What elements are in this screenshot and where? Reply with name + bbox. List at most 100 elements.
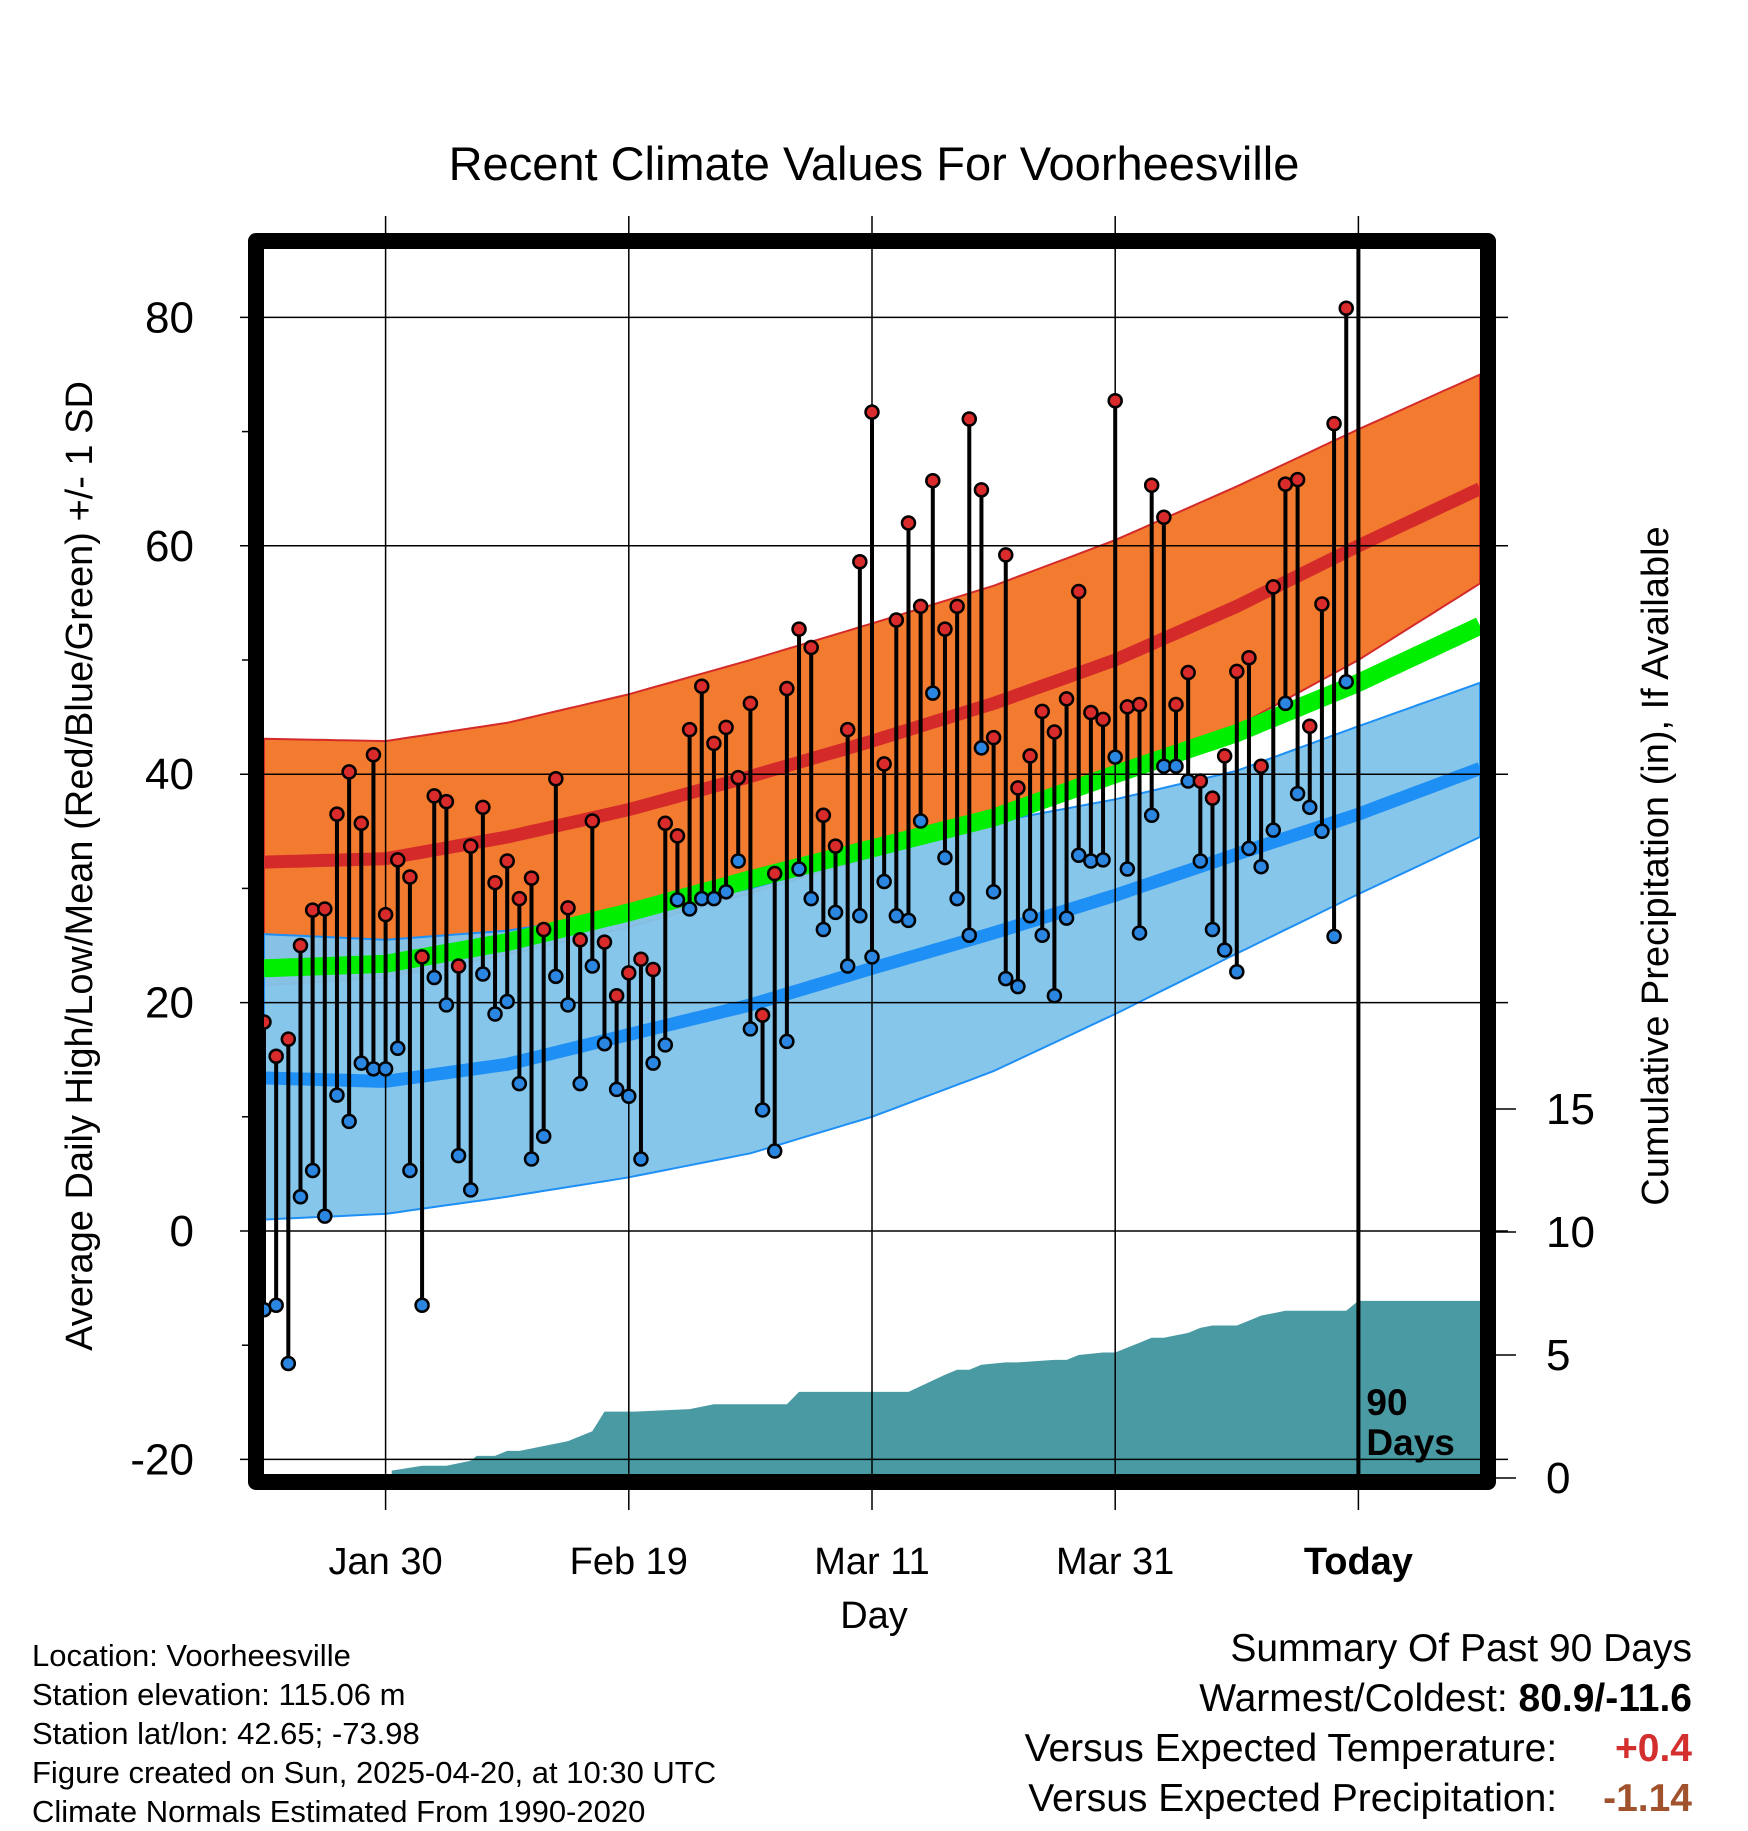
temp-departure-value: +0.4 [1615,1727,1692,1770]
daily-high-marker [548,771,564,787]
daily-low-marker [912,813,929,829]
daily-low-marker [548,968,564,985]
daily-high-marker [706,735,722,752]
daily-low-marker [414,1297,430,1313]
daily-low-marker [1314,823,1330,840]
daily-low-marker [937,849,953,866]
daily-high-marker [1216,748,1233,764]
daily-high-marker [584,813,601,829]
y2-tick-label: 15 [1546,1085,1595,1134]
daily-low-marker [1192,853,1209,869]
daily-high-marker [1156,509,1172,525]
daily-low-marker [341,1113,357,1130]
daily-high-marker [791,621,807,637]
daily-high-marker [1338,300,1354,317]
y2-axis-label: Cumulative Precipitation (in), If Availa… [1635,526,1677,1205]
daily-high-marker [1192,773,1209,789]
daily-high-marker [657,815,674,832]
daily-high-marker [390,852,406,868]
daily-low-marker [985,884,1002,900]
daily-high-marker [353,815,370,832]
daily-high-marker [608,987,625,1004]
daily-low-marker [523,1151,540,1167]
daily-high-marker [888,612,905,628]
daily-low-marker [621,1088,637,1104]
daily-low-marker [1253,858,1269,875]
daily-high-marker [1131,696,1148,713]
daily-high-marker [268,1048,284,1065]
daily-high-marker [779,680,795,697]
daily-low-marker [1034,927,1050,943]
warmest-coldest-value: 80.9/-11.6 [1518,1677,1692,1720]
daily-low-marker [669,892,686,908]
daily-high-marker [317,901,333,917]
daily-low-marker [876,873,892,890]
temp-departure-row: Versus Expected Temperature: +0.4 [1025,1724,1692,1774]
daily-low-marker [1168,758,1184,774]
daily-high-marker [1204,790,1221,806]
daily-low-marker [1289,785,1306,802]
daily-high-marker [560,900,576,916]
precipitation-area [264,1300,1480,1478]
daily-high-marker [815,807,832,824]
daily-high-marker [1314,596,1330,612]
y-tick-label: 40 [145,750,194,799]
daily-high-marker [864,404,880,420]
daily-high-marker [839,721,856,738]
y2-tick-label: 10 [1546,1208,1595,1257]
temp-departure-label: Versus Expected Temperature: [1024,1727,1558,1770]
daily-low-marker [390,1040,406,1057]
daily-low-marker [462,1182,479,1198]
elevation-text: Station elevation: 115.06 m [32,1677,406,1712]
daily-high-marker [645,961,661,978]
daily-low-marker [1010,978,1026,995]
daily-low-marker [1241,840,1257,857]
daily-high-marker [633,951,649,967]
chart-title: Recent Climate Values For Voorheesville [449,137,1300,190]
daily-high-marker [694,678,710,695]
daily-low-marker [852,908,868,924]
daily-high-marker [450,958,467,974]
daily-low-marker [475,966,491,982]
daily-low-marker [584,958,601,974]
daily-high-marker [937,621,953,637]
normals-text: Climate Normals Estimated From 1990-2020 [32,1794,646,1829]
x-tick-label: Jan 30 [329,1541,443,1583]
daily-low-marker [706,890,722,907]
daily-low-marker [718,884,734,900]
daily-high-marker [438,793,455,810]
daily-low-marker [402,1162,418,1179]
daily-low-marker [949,890,965,907]
x-tick-label: Today [1304,1541,1413,1583]
y-tick-label: 0 [170,1207,194,1256]
daily-high-marker [742,695,759,712]
daily-high-marker [1083,704,1099,721]
daily-high-marker [681,721,698,738]
y2-tick-label: 0 [1546,1454,1570,1503]
daily-low-marker [827,904,844,921]
daily-low-marker [572,1075,588,1092]
daily-low-marker [1095,852,1111,868]
daily-low-marker [268,1297,284,1313]
daily-low-marker [742,1021,759,1037]
daily-high-marker [1168,696,1184,713]
daily-high-marker [669,828,686,844]
daily-high-marker [1326,415,1342,432]
daily-low-marker [438,997,455,1013]
daily-low-marker [1302,799,1318,816]
daily-low-marker [1131,925,1148,941]
plot-frame [248,233,1496,1490]
daily-low-marker [535,1128,552,1144]
daily-low-marker [317,1208,333,1224]
daily-low-marker [961,927,978,943]
daily-low-marker [839,958,856,974]
daily-low-marker [1046,987,1063,1004]
daily-high-marker [402,869,418,885]
daily-high-marker [718,719,734,736]
daily-high-marker [462,838,479,854]
daily-high-marker [377,906,394,923]
daily-low-marker [280,1355,297,1372]
daily-low-marker [1107,749,1123,765]
